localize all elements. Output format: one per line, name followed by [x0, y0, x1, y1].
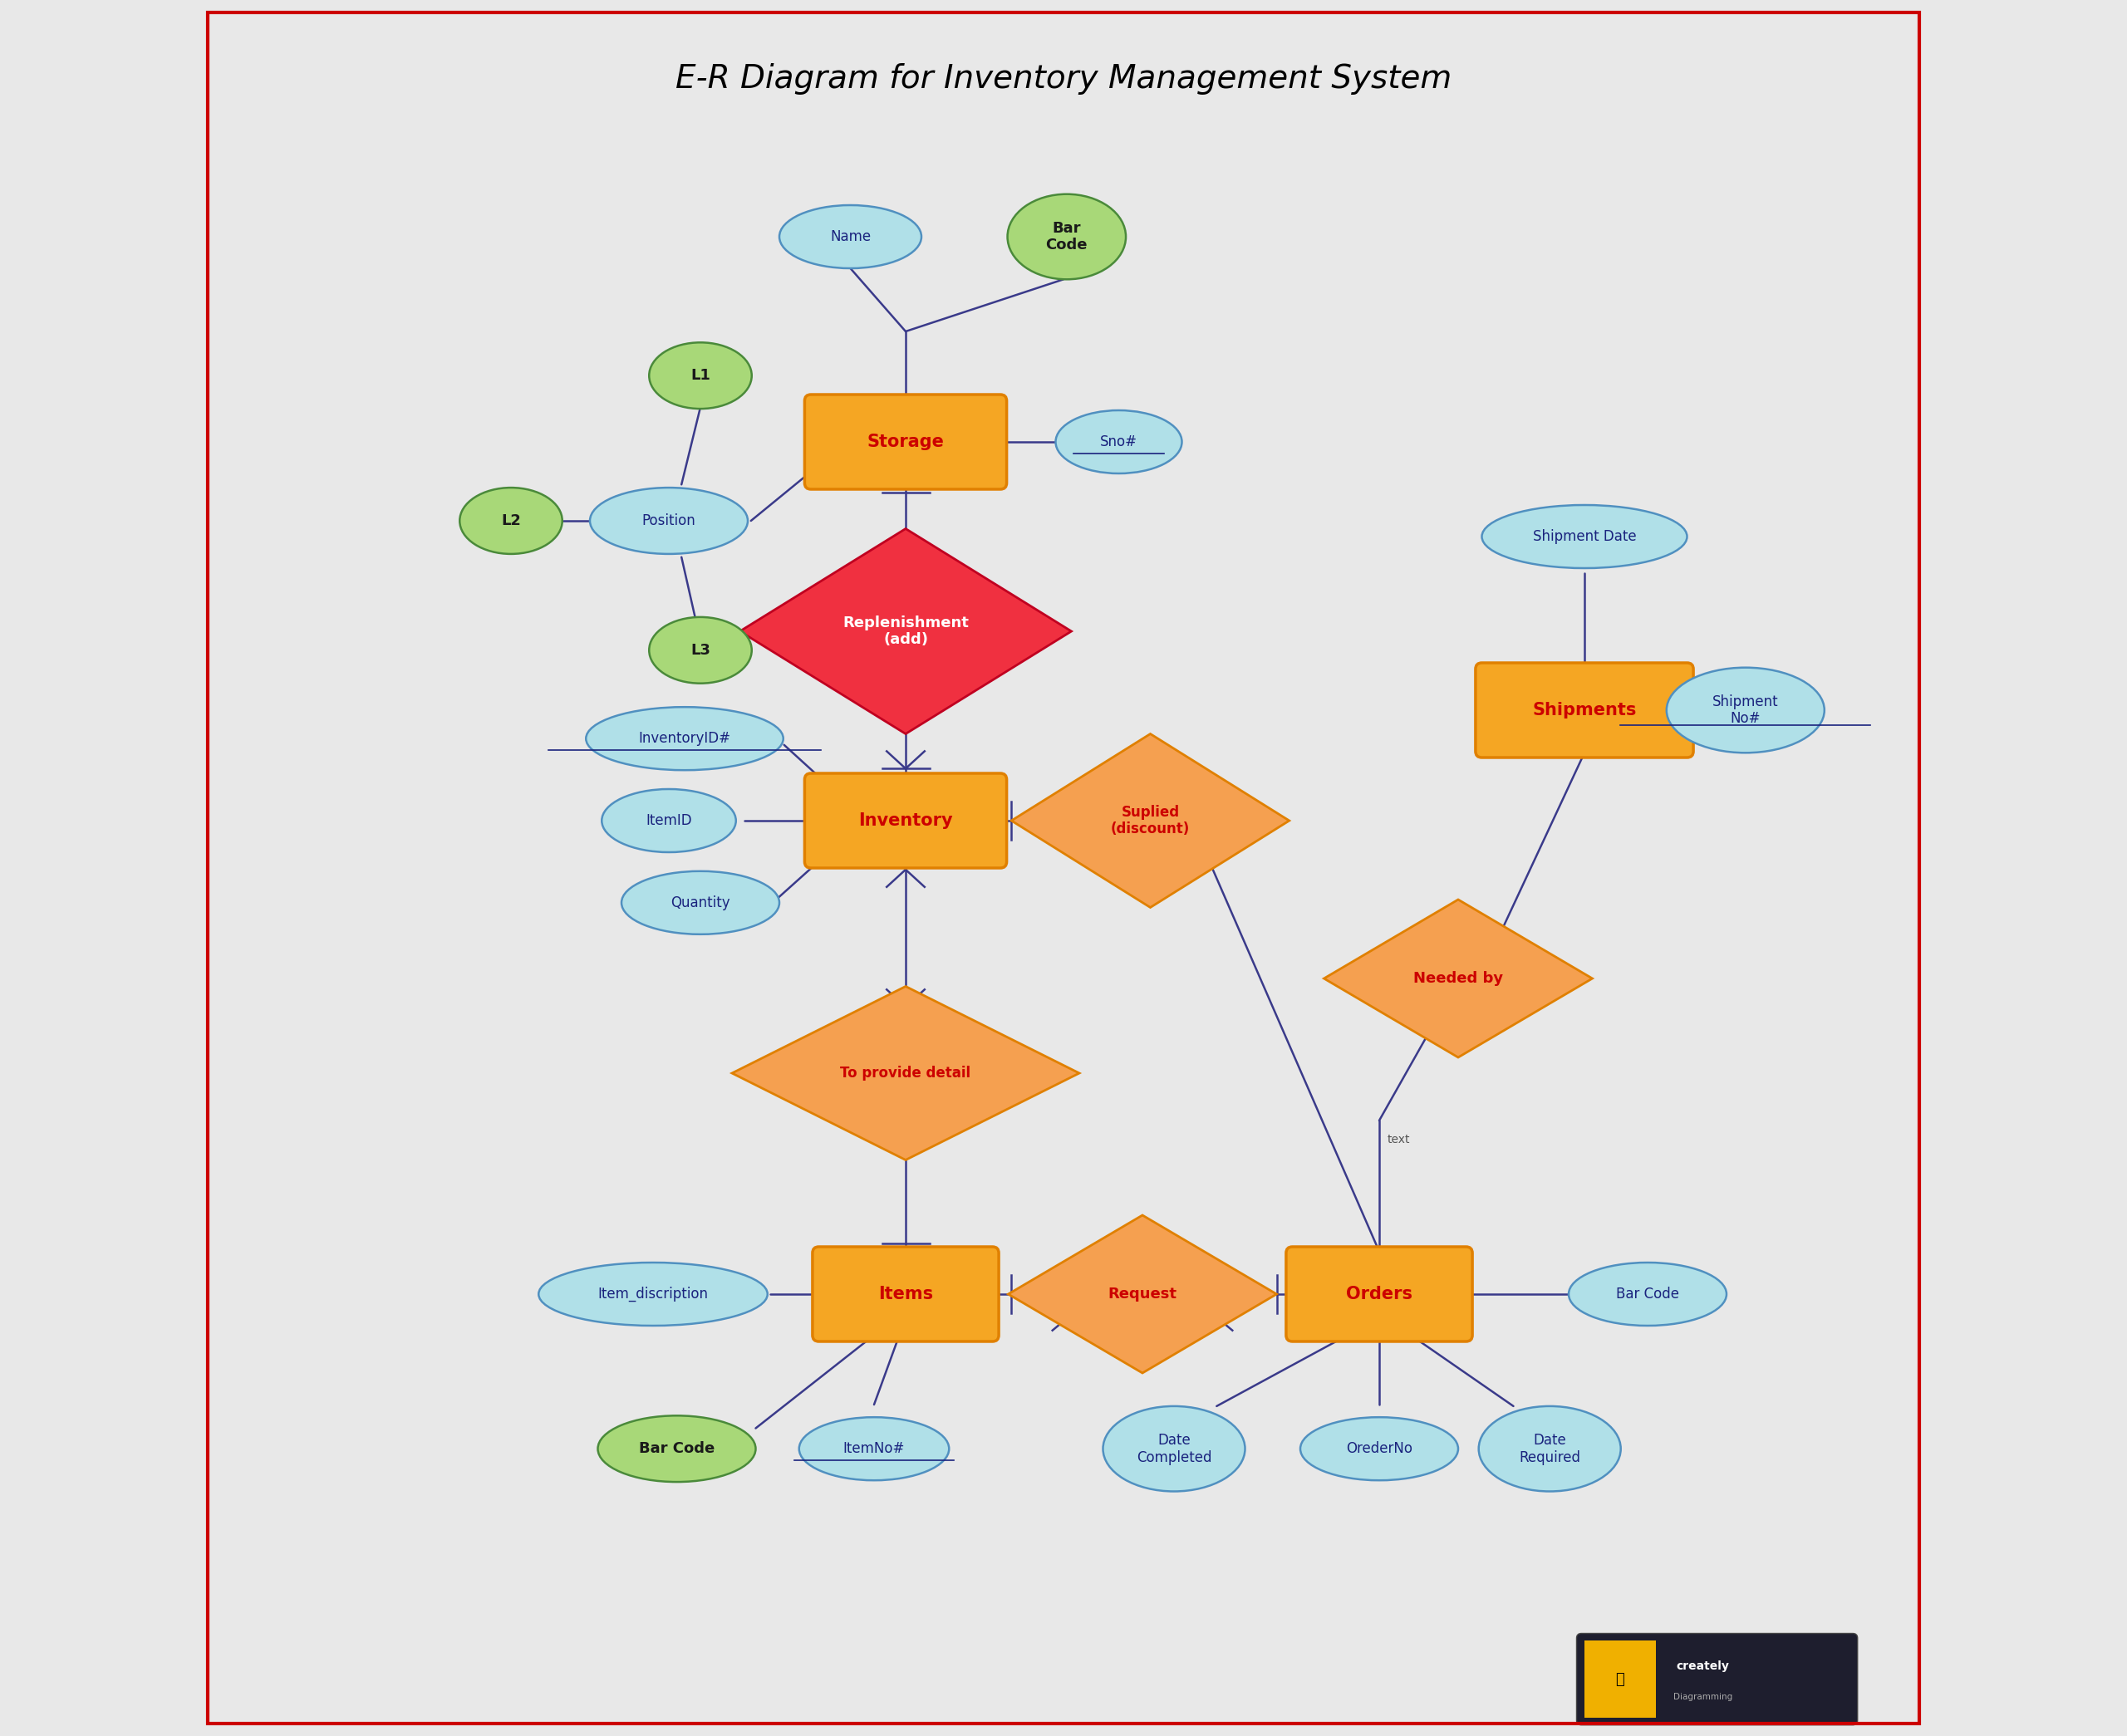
Ellipse shape — [621, 871, 778, 934]
Text: L2: L2 — [502, 514, 521, 528]
Ellipse shape — [598, 1415, 755, 1483]
Text: Name: Name — [830, 229, 870, 245]
Polygon shape — [1012, 734, 1289, 908]
Text: text: text — [1387, 1134, 1410, 1146]
FancyBboxPatch shape — [804, 394, 1006, 490]
Text: E-R Diagram for Inventory Management System: E-R Diagram for Inventory Management Sys… — [676, 62, 1451, 95]
Text: 💡: 💡 — [1617, 1672, 1625, 1687]
Ellipse shape — [1300, 1417, 1459, 1481]
Text: Needed by: Needed by — [1412, 970, 1504, 986]
Ellipse shape — [538, 1262, 768, 1326]
Text: InventoryID#: InventoryID# — [638, 731, 732, 746]
Text: Shipment Date: Shipment Date — [1534, 529, 1636, 543]
Text: ItemNo#: ItemNo# — [842, 1441, 904, 1457]
Text: OrederNo: OrederNo — [1346, 1441, 1412, 1457]
Text: Bar Code: Bar Code — [1617, 1286, 1678, 1302]
FancyBboxPatch shape — [804, 773, 1006, 868]
Text: Date
Completed: Date Completed — [1136, 1432, 1212, 1465]
Text: Diagramming: Diagramming — [1674, 1693, 1734, 1701]
FancyBboxPatch shape — [1287, 1246, 1472, 1342]
Polygon shape — [732, 986, 1078, 1160]
Text: Suplied
(discount): Suplied (discount) — [1110, 804, 1189, 837]
Text: Items: Items — [878, 1286, 934, 1302]
Text: Storage: Storage — [868, 434, 944, 450]
Text: Orders: Orders — [1346, 1286, 1412, 1302]
Ellipse shape — [459, 488, 562, 554]
Ellipse shape — [1055, 410, 1183, 474]
Ellipse shape — [1008, 194, 1125, 279]
Text: Shipments: Shipments — [1531, 701, 1636, 719]
Text: creately: creately — [1676, 1661, 1729, 1672]
Polygon shape — [1008, 1215, 1276, 1373]
Ellipse shape — [1478, 1406, 1621, 1491]
Text: ItemID: ItemID — [647, 812, 691, 828]
Ellipse shape — [602, 790, 736, 852]
Text: L3: L3 — [691, 642, 710, 658]
Text: Date
Required: Date Required — [1519, 1432, 1580, 1465]
Ellipse shape — [1483, 505, 1687, 568]
FancyBboxPatch shape — [1576, 1634, 1857, 1726]
Text: Inventory: Inventory — [859, 812, 953, 830]
Ellipse shape — [778, 205, 921, 269]
Text: Bar
Code: Bar Code — [1046, 220, 1087, 253]
Text: Item_discription: Item_discription — [598, 1286, 708, 1302]
Text: Position: Position — [642, 514, 696, 528]
Bar — [1585, 1641, 1655, 1719]
Text: Shipment
No#: Shipment No# — [1712, 694, 1778, 726]
Text: To provide detail: To provide detail — [840, 1066, 970, 1080]
Text: Sno#: Sno# — [1100, 434, 1138, 450]
Ellipse shape — [1570, 1262, 1727, 1326]
Text: Request: Request — [1108, 1286, 1176, 1302]
FancyBboxPatch shape — [813, 1246, 1000, 1342]
Ellipse shape — [1668, 668, 1825, 753]
Text: Replenishment
(add): Replenishment (add) — [842, 615, 968, 648]
Text: L1: L1 — [691, 368, 710, 384]
Ellipse shape — [1104, 1406, 1244, 1491]
Ellipse shape — [589, 488, 749, 554]
Ellipse shape — [800, 1417, 949, 1481]
Ellipse shape — [649, 342, 751, 408]
Ellipse shape — [585, 707, 783, 771]
Polygon shape — [740, 529, 1072, 734]
Ellipse shape — [649, 616, 751, 684]
FancyBboxPatch shape — [1476, 663, 1693, 757]
Polygon shape — [1323, 899, 1593, 1057]
Text: Quantity: Quantity — [670, 896, 730, 910]
Text: Bar Code: Bar Code — [638, 1441, 715, 1457]
